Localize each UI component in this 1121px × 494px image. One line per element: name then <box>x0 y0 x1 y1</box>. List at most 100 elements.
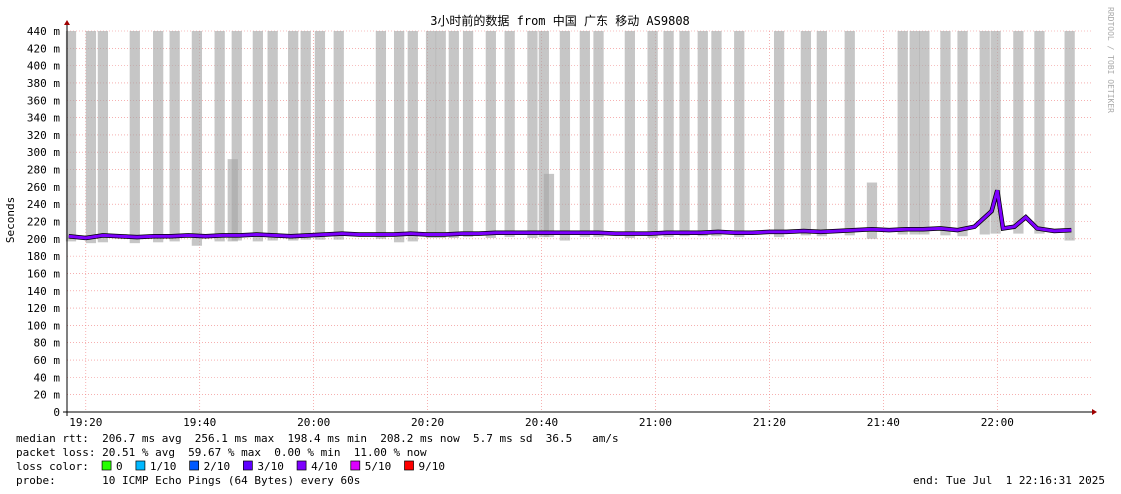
smoke-band <box>252 31 263 242</box>
x-tick-label: 20:20 <box>411 416 444 429</box>
smoke-band <box>333 31 344 240</box>
smoke-band <box>800 31 812 236</box>
y-tick-label: 400 m <box>27 60 60 73</box>
smoke-band <box>679 31 690 237</box>
smoke-band <box>624 31 635 238</box>
smoke-band <box>300 31 311 240</box>
y-tick-label: 200 m <box>27 233 60 246</box>
legend-entry: 4/10 <box>311 460 338 473</box>
y-tick-label: 180 m <box>27 250 60 263</box>
smoke-band <box>485 31 496 238</box>
stats-line: median rtt: 206.7 ms avg 256.1 ms max 19… <box>16 432 619 445</box>
smoke-band <box>407 31 418 242</box>
legend-entry: 2/10 <box>204 460 231 473</box>
x-tick-label: 21:20 <box>753 416 786 429</box>
probe-line: probe: 10 ICMP Echo Pings (64 Bytes) eve… <box>16 474 360 487</box>
y-tick-label: 340 m <box>27 112 60 125</box>
y-tick-label: 20 m <box>34 389 61 402</box>
smoke-band <box>314 31 326 240</box>
x-tick-label: 19:40 <box>183 416 216 429</box>
x-tick-label: 22:00 <box>981 416 1014 429</box>
legend-entry: 5/10 <box>365 460 392 473</box>
y-tick-label: 300 m <box>27 146 60 159</box>
smoke-band <box>1034 31 1045 234</box>
smoke-layer <box>65 31 1075 246</box>
smoke-band <box>647 31 658 238</box>
smoke-band <box>593 31 604 238</box>
x-tick-label: 21:40 <box>867 416 900 429</box>
smoke-band <box>435 31 446 238</box>
y-tick-label: 380 m <box>27 77 60 90</box>
legend-entry: 9/10 <box>419 460 446 473</box>
smoke-band <box>393 31 405 243</box>
smoke-band <box>559 31 571 241</box>
y-tick-label: 40 m <box>34 371 61 384</box>
legend-swatch <box>135 460 146 471</box>
smoke-band <box>816 31 827 237</box>
smoke-band <box>711 31 722 237</box>
smoke-band <box>97 31 109 243</box>
legend-swatch <box>350 460 361 471</box>
end-time: end: Tue Jul 1 22:16:31 2025 <box>913 474 1105 487</box>
smoke-band <box>85 31 97 244</box>
legend-swatch <box>296 460 307 471</box>
smoke-band <box>425 31 437 238</box>
smoke-band <box>897 31 908 235</box>
y-tick-label: 0 <box>53 406 60 419</box>
smoke-band <box>979 31 990 235</box>
x-tick-label: 20:00 <box>297 416 330 429</box>
smoke-band <box>773 31 785 238</box>
y-tick-label: 100 m <box>27 319 60 332</box>
y-tick-label: 120 m <box>27 302 60 315</box>
median-line <box>68 189 1072 240</box>
legend-entry: 0 <box>116 460 123 473</box>
x-tick-label: 21:00 <box>639 416 672 429</box>
labels: 0 20 m 40 m 60 m 80 m 100 m 120 m 140 m 160 m 180… <box>16 25 1105 487</box>
smoke-band <box>909 31 920 235</box>
legend-swatch <box>243 460 253 471</box>
legend-swatch <box>404 460 414 471</box>
smoke-band <box>375 31 387 239</box>
legend-label: loss color: <box>16 460 89 473</box>
y-tick-label: 140 m <box>27 285 60 298</box>
smoke-band <box>1064 31 1075 241</box>
y-tick-label: 440 m <box>27 25 60 38</box>
y-tick-label: 260 m <box>27 181 60 194</box>
y-tick-label: 360 m <box>27 94 60 107</box>
smoke-band <box>990 31 1001 234</box>
y-tick-label: 60 m <box>34 354 61 367</box>
watermark: RRDTOOL / TOBI OETIKER <box>1106 7 1115 113</box>
y-axis-label: Seconds <box>4 197 17 243</box>
y-axis-arrow <box>64 20 70 25</box>
smoke-band <box>504 31 515 238</box>
smoke-band <box>267 31 278 241</box>
legend-swatch <box>101 460 112 471</box>
smoke-band <box>697 31 708 237</box>
y-tick-label: 240 m <box>27 198 60 211</box>
legend-entry: 3/10 <box>257 460 284 473</box>
smoke-band <box>129 31 140 244</box>
x-tick-label: 19:20 <box>69 416 102 429</box>
smoke-band <box>844 31 855 236</box>
x-tick-label: 20:40 <box>525 416 558 429</box>
y-tick-label: 220 m <box>27 216 60 229</box>
smoke-band <box>734 31 745 238</box>
smoke-band <box>1013 31 1024 234</box>
y-tick-label: 420 m <box>27 42 60 55</box>
y-tick-label: 80 m <box>34 337 61 350</box>
y-tick-label: 280 m <box>27 164 60 177</box>
legend-entry: 1/10 <box>150 460 177 473</box>
smoke-band <box>527 31 538 238</box>
smoke-band <box>65 31 77 242</box>
smoke-band <box>462 31 474 238</box>
stats-line: packet loss: 20.51 % avg 59.67 % max 0.0… <box>16 446 427 459</box>
smoke-band <box>957 31 968 237</box>
smoke-band <box>866 182 878 239</box>
smoke-band <box>153 31 164 243</box>
smoke-band <box>191 31 203 246</box>
smoke-band <box>663 31 674 238</box>
smoke-band <box>538 31 549 238</box>
smoke-band <box>288 31 299 241</box>
smoke-band <box>214 31 225 242</box>
x-axis-arrow <box>1092 409 1097 415</box>
